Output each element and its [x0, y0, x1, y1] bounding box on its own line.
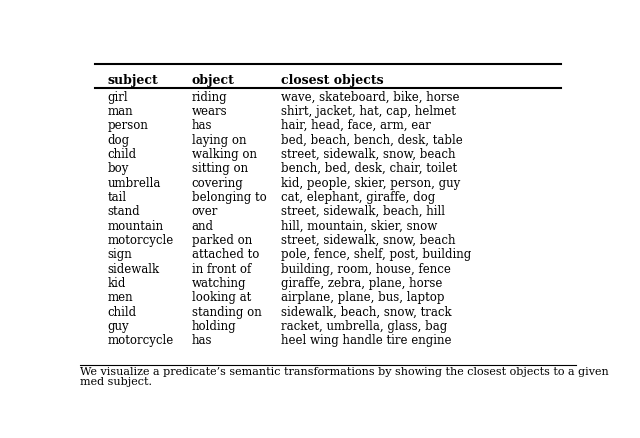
Text: street, sidewalk, beach, hill: street, sidewalk, beach, hill — [281, 205, 445, 218]
Text: wave, skateboard, bike, horse: wave, skateboard, bike, horse — [281, 91, 460, 103]
Text: med subject.: med subject. — [80, 378, 152, 387]
Text: object: object — [191, 74, 234, 87]
Text: motorcycle: motorcycle — [108, 234, 173, 247]
Text: kid: kid — [108, 277, 125, 290]
Text: dog: dog — [108, 134, 129, 147]
Text: child: child — [108, 148, 136, 161]
Text: mountain: mountain — [108, 219, 163, 233]
Text: watching: watching — [191, 277, 246, 290]
Text: riding: riding — [191, 91, 227, 103]
Text: has: has — [191, 334, 212, 347]
Text: hill, mountain, skier, snow: hill, mountain, skier, snow — [281, 219, 437, 233]
Text: walking on: walking on — [191, 148, 257, 161]
Text: sitting on: sitting on — [191, 162, 248, 175]
Text: subject: subject — [108, 74, 158, 87]
Text: child: child — [108, 306, 136, 318]
Text: heel wing handle tire engine: heel wing handle tire engine — [281, 334, 451, 347]
Text: and: and — [191, 219, 214, 233]
Text: over: over — [191, 205, 218, 218]
Text: bed, beach, bench, desk, table: bed, beach, bench, desk, table — [281, 134, 463, 147]
Text: men: men — [108, 291, 133, 304]
Text: building, room, house, fence: building, room, house, fence — [281, 262, 451, 276]
Text: hair, head, face, arm, ear: hair, head, face, arm, ear — [281, 119, 431, 132]
Text: motorcycle: motorcycle — [108, 334, 173, 347]
Text: giraffe, zebra, plane, horse: giraffe, zebra, plane, horse — [281, 277, 442, 290]
Text: We visualize a predicate’s semantic transformations by showing the closest objec: We visualize a predicate’s semantic tran… — [80, 367, 609, 377]
Text: tail: tail — [108, 191, 127, 204]
Text: holding: holding — [191, 320, 236, 333]
Text: sidewalk: sidewalk — [108, 262, 159, 276]
Text: umbrella: umbrella — [108, 177, 161, 190]
Text: airplane, plane, bus, laptop: airplane, plane, bus, laptop — [281, 291, 444, 304]
Text: has: has — [191, 119, 212, 132]
Text: wears: wears — [191, 105, 227, 118]
Text: man: man — [108, 105, 133, 118]
Text: person: person — [108, 119, 148, 132]
Text: guy: guy — [108, 320, 129, 333]
Text: stand: stand — [108, 205, 140, 218]
Text: cat, elephant, giraffe, dog: cat, elephant, giraffe, dog — [281, 191, 435, 204]
Text: shirt, jacket, hat, cap, helmet: shirt, jacket, hat, cap, helmet — [281, 105, 456, 118]
Text: looking at: looking at — [191, 291, 251, 304]
Text: standing on: standing on — [191, 306, 261, 318]
Text: sign: sign — [108, 248, 132, 261]
Text: sidewalk, beach, snow, track: sidewalk, beach, snow, track — [281, 306, 451, 318]
Text: girl: girl — [108, 91, 128, 103]
Text: in front of: in front of — [191, 262, 251, 276]
Text: bench, bed, desk, chair, toilet: bench, bed, desk, chair, toilet — [281, 162, 457, 175]
Text: belonging to: belonging to — [191, 191, 266, 204]
Text: racket, umbrella, glass, bag: racket, umbrella, glass, bag — [281, 320, 447, 333]
Text: street, sidewalk, snow, beach: street, sidewalk, snow, beach — [281, 234, 456, 247]
Text: kid, people, skier, person, guy: kid, people, skier, person, guy — [281, 177, 460, 190]
Text: laying on: laying on — [191, 134, 246, 147]
Text: covering: covering — [191, 177, 243, 190]
Text: closest objects: closest objects — [281, 74, 383, 87]
Text: pole, fence, shelf, post, building: pole, fence, shelf, post, building — [281, 248, 471, 261]
Text: boy: boy — [108, 162, 129, 175]
Text: attached to: attached to — [191, 248, 259, 261]
Text: parked on: parked on — [191, 234, 252, 247]
Text: street, sidewalk, snow, beach: street, sidewalk, snow, beach — [281, 148, 456, 161]
